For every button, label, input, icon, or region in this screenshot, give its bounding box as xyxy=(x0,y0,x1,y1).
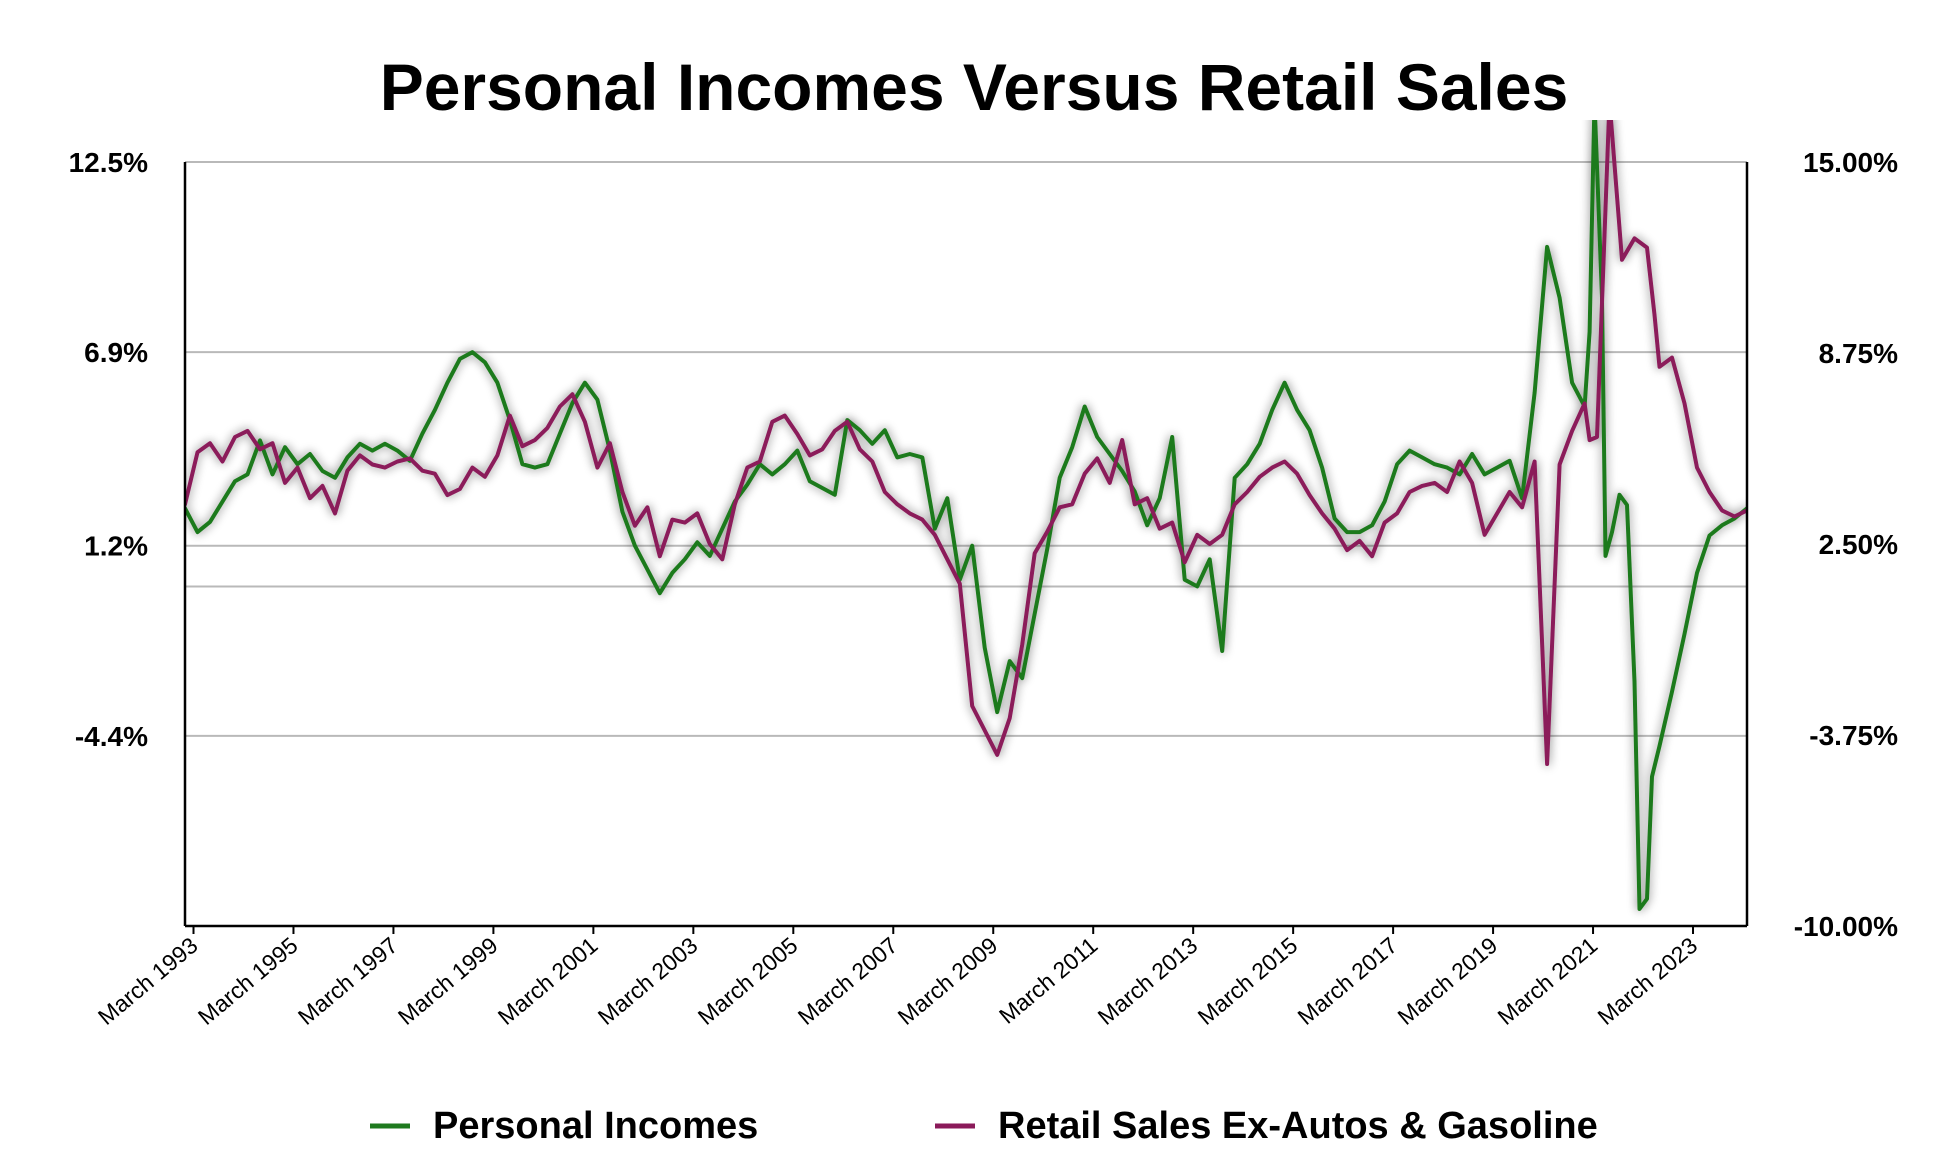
y-left-tick-label: 6.9% xyxy=(84,337,148,368)
x-tick-label: March 2017 xyxy=(1293,932,1403,1030)
x-tick-label: March 2007 xyxy=(793,932,903,1030)
y-right-tick-label: -3.75% xyxy=(1809,720,1898,751)
x-tick-label: March 2011 xyxy=(994,932,1102,1029)
legend: Personal Incomes Retail Sales Ex-Autos & … xyxy=(370,1105,1598,1147)
x-tick-label: March 1999 xyxy=(393,932,503,1030)
y-left-tick-label: 1.2% xyxy=(84,531,148,562)
y-axis-right-ticks: 15.00% 8.75% 2.50% -3.75% -10.00% xyxy=(1794,147,1898,942)
series-line-0 xyxy=(185,120,1747,911)
y-right-tick-label: 2.50% xyxy=(1819,529,1898,560)
x-tick-label: March 2021 xyxy=(1493,932,1603,1030)
x-tick-label: March 2003 xyxy=(593,932,703,1030)
x-tick-label: March 1997 xyxy=(293,932,403,1030)
legend-label-0: Personal Incomes xyxy=(433,1105,758,1147)
y-right-tick-label: -10.00% xyxy=(1794,911,1898,942)
y-right-tick-label: 15.00% xyxy=(1803,147,1898,178)
y-right-tick-label: 8.75% xyxy=(1819,338,1898,369)
series-layer xyxy=(185,120,1747,911)
x-tick-label: March 1995 xyxy=(193,932,303,1030)
x-tick-label: March 2015 xyxy=(1193,932,1303,1030)
x-tick-label: March 2001 xyxy=(493,932,603,1030)
x-tick-label: March 2019 xyxy=(1393,932,1503,1030)
gridlines xyxy=(185,161,1747,737)
x-tick-label: March 2009 xyxy=(893,932,1003,1030)
axes xyxy=(183,162,1749,928)
x-tick-label: March 2005 xyxy=(693,932,803,1030)
y-axis-left-ticks: 12.5% 6.9% 1.2% -4.4% xyxy=(69,147,149,752)
x-tick-label: March 1993 xyxy=(93,932,203,1030)
x-tick-label: March 2013 xyxy=(1093,932,1203,1030)
series-line-1 xyxy=(185,120,1747,766)
y-left-tick-label: 12.5% xyxy=(69,147,148,178)
x-tick-label: March 2023 xyxy=(1592,932,1702,1030)
y-left-tick-label: -4.4% xyxy=(75,721,148,752)
chart-title: Personal Incomes Versus Retail Sales xyxy=(380,50,1569,124)
legend-label-1: Retail Sales Ex-Autos & Gasoline xyxy=(998,1105,1598,1147)
